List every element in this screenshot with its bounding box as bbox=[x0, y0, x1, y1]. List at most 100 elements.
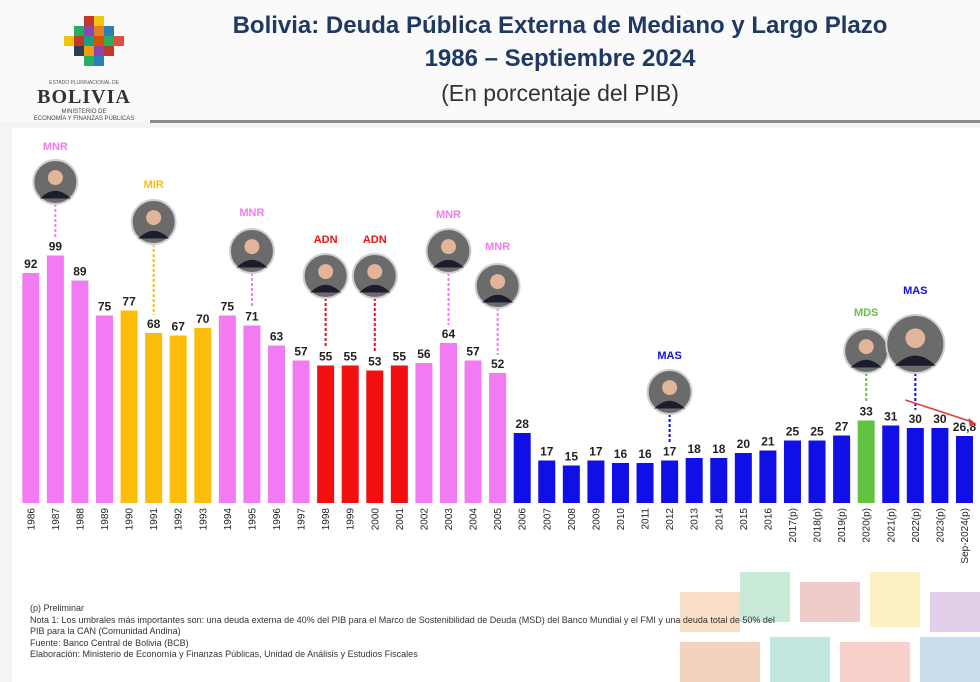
bar-2005 bbox=[489, 373, 507, 503]
avatar-body-icon-2005 bbox=[482, 294, 514, 303]
tick-label-2003: 2003 bbox=[444, 508, 455, 531]
value-label-2011: 16 bbox=[638, 447, 652, 461]
tick-label-2012: 2012 bbox=[665, 508, 676, 531]
avatar-head-icon-2003 bbox=[441, 239, 456, 255]
value-label-1988: 89 bbox=[73, 265, 87, 279]
value-label-2008: 15 bbox=[565, 450, 579, 464]
avatar-body-icon-2003 bbox=[433, 259, 464, 268]
bar-1993 bbox=[194, 328, 212, 503]
bar-2020(p) bbox=[857, 420, 875, 503]
bar-1999 bbox=[341, 365, 359, 503]
ministry-logo: ESTADO PLURINACIONAL DE BOLIVIA MINISTER… bbox=[14, 10, 154, 122]
value-label-2001: 55 bbox=[393, 350, 407, 364]
header: ESTADO PLURINACIONAL DE BOLIVIA MINISTER… bbox=[0, 0, 980, 123]
tick-label-2014: 2014 bbox=[714, 508, 725, 531]
logo-wordmark: BOLIVIA bbox=[37, 86, 131, 108]
tick-label-2006: 2006 bbox=[518, 508, 529, 531]
avatar-head-icon-2012 bbox=[662, 380, 678, 396]
bar-2007 bbox=[538, 460, 556, 503]
avatar-body-icon-2020(p) bbox=[850, 359, 882, 368]
tick-label-1990: 1990 bbox=[125, 508, 136, 531]
tick-label-1996: 1996 bbox=[272, 508, 283, 531]
value-label-1992: 67 bbox=[172, 320, 186, 334]
party-label-ADN-1998: ADN bbox=[314, 234, 338, 246]
tick-label-2017(p): 2017(p) bbox=[788, 508, 799, 542]
tick-label-1999: 1999 bbox=[346, 508, 357, 531]
note-elaboration: Elaboración: Ministerio de Economía y Fi… bbox=[30, 649, 418, 659]
value-label-2000: 53 bbox=[368, 355, 382, 369]
party-label-MDS-2020(p): MDS bbox=[854, 307, 878, 319]
bar-1986 bbox=[22, 273, 40, 503]
bar-2017(p) bbox=[783, 440, 801, 503]
bar-2009 bbox=[587, 460, 605, 503]
bar-1996 bbox=[268, 345, 285, 503]
bar-1988 bbox=[71, 280, 89, 503]
debt-bar-chart: 92 1986 99 1987 89 1988 75 1989 77 1990 68 1991 67 19… bbox=[22, 141, 976, 564]
avatar-body-icon-1998 bbox=[310, 284, 342, 293]
value-label-2010: 16 bbox=[614, 447, 628, 461]
bar-1991 bbox=[145, 333, 163, 503]
value-label-1986: 92 bbox=[24, 257, 38, 271]
value-label-2015: 20 bbox=[737, 437, 751, 451]
bolivia-emblem-icon bbox=[64, 16, 124, 66]
value-label-1996: 63 bbox=[270, 330, 284, 344]
bar-2002 bbox=[415, 363, 433, 503]
bar-2014 bbox=[710, 458, 728, 503]
avatar-head-icon-2022(p) bbox=[905, 328, 926, 349]
value-label-2022(p): 30 bbox=[909, 412, 923, 426]
value-label-2014: 18 bbox=[712, 442, 726, 456]
tick-label-2004: 2004 bbox=[469, 508, 480, 531]
bar-1987 bbox=[46, 255, 64, 503]
value-label-2017(p): 25 bbox=[786, 425, 800, 439]
bar-2018(p) bbox=[808, 440, 826, 503]
chart-period: 1986 – Septiembre 2024 bbox=[424, 45, 696, 72]
tick-label-1989: 1989 bbox=[100, 508, 111, 531]
bar-2008 bbox=[562, 465, 580, 503]
tick-label-2005: 2005 bbox=[493, 508, 504, 531]
tick-label-2021(p): 2021(p) bbox=[886, 508, 897, 542]
logo-ministry: MINISTERIO DE ECONOMÍA Y FINANZAS PÚBLIC… bbox=[14, 109, 154, 123]
bar-2015 bbox=[734, 453, 752, 503]
avatar-head-icon-1998 bbox=[318, 264, 334, 280]
bar-2006 bbox=[513, 433, 531, 503]
tick-label-2018(p): 2018(p) bbox=[813, 508, 824, 542]
bar-2003 bbox=[439, 343, 457, 503]
party-label-MAS-2012: MAS bbox=[657, 350, 681, 362]
value-label-1987: 99 bbox=[49, 240, 63, 254]
avatar-head-icon-2005 bbox=[490, 274, 506, 290]
value-label-1989: 75 bbox=[98, 300, 112, 314]
bar-2019(p) bbox=[833, 435, 851, 503]
tick-label-2020(p): 2020(p) bbox=[862, 508, 873, 542]
bar-2010 bbox=[611, 463, 629, 503]
tick-label-2008: 2008 bbox=[567, 508, 578, 531]
value-label-2016: 21 bbox=[761, 435, 775, 449]
chart-title: Bolivia: Deuda Pública Externa de Median… bbox=[232, 12, 888, 39]
avatar-body-icon-1991 bbox=[138, 230, 170, 239]
tick-label-1997: 1997 bbox=[297, 508, 308, 531]
avatar-head-icon-2000 bbox=[367, 264, 383, 280]
tick-label-1988: 1988 bbox=[75, 508, 86, 531]
avatar-head-icon-1987 bbox=[47, 170, 63, 186]
tick-label-2019(p): 2019(p) bbox=[837, 508, 848, 542]
value-label-2021(p): 31 bbox=[884, 410, 898, 424]
tick-label-1992: 1992 bbox=[174, 508, 185, 531]
tick-label-2015: 2015 bbox=[739, 508, 750, 531]
bar-2013 bbox=[685, 458, 703, 503]
tick-label-2002: 2002 bbox=[419, 508, 430, 531]
avatar-head-icon-2020(p) bbox=[858, 339, 874, 355]
value-label-2004: 57 bbox=[466, 345, 480, 359]
tick-label-Sep-2024(p): Sep-2024(p) bbox=[960, 508, 971, 564]
value-label-2005: 52 bbox=[491, 357, 505, 371]
bar-Sep-2024(p) bbox=[955, 436, 973, 503]
bar-2023(p) bbox=[931, 428, 949, 503]
party-label-MAS-2022(p): MAS bbox=[903, 285, 927, 297]
avatar-body-icon-1995 bbox=[236, 259, 268, 268]
value-label-1999: 55 bbox=[344, 350, 358, 364]
logo-state-label: ESTADO PLURINACIONAL DE bbox=[48, 80, 119, 86]
note-preliminar: (p) Preliminar bbox=[30, 603, 85, 613]
tick-label-2023(p): 2023(p) bbox=[935, 508, 946, 542]
bar-1989 bbox=[96, 315, 114, 503]
bar-2021(p) bbox=[882, 425, 900, 503]
avatar-head-icon-1991 bbox=[146, 210, 162, 226]
trend-arrow-line bbox=[905, 399, 973, 423]
